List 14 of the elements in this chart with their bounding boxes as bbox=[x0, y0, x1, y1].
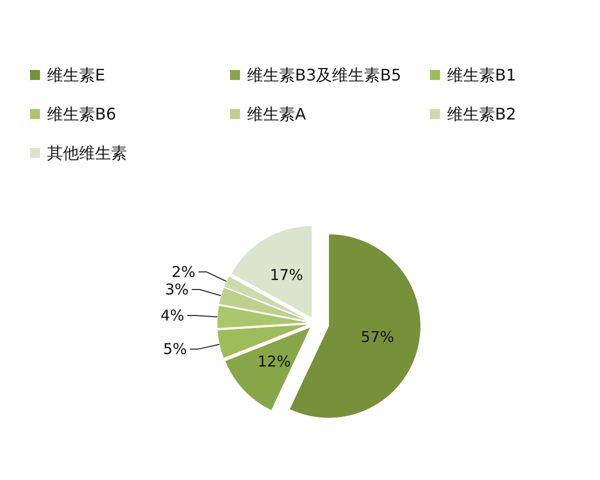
data-label: 57% bbox=[360, 328, 394, 346]
legend-label: 维生素A bbox=[247, 104, 306, 124]
data-label: 12% bbox=[258, 352, 291, 370]
legend-label: 维生素B6 bbox=[47, 104, 116, 124]
data-label: 17% bbox=[270, 266, 304, 284]
legend-label: 维生素E bbox=[47, 66, 106, 84]
legend-label: 维生素B3及维生素B5 bbox=[247, 66, 402, 84]
legend-label: 维生素B2 bbox=[447, 104, 516, 124]
data-label: 4% bbox=[160, 306, 184, 324]
legend-label: 维生素B1 bbox=[447, 66, 516, 84]
legend-label: 其他维生素 bbox=[47, 144, 127, 162]
data-label: 2% bbox=[172, 262, 196, 281]
data-label: 5% bbox=[163, 340, 187, 358]
data-label: 3% bbox=[164, 280, 189, 299]
